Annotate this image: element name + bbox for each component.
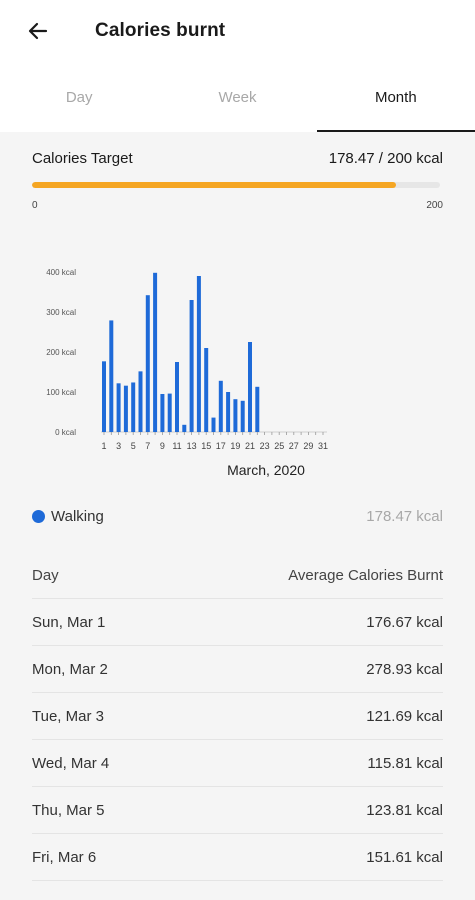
x-tick-label: 13 [187, 441, 197, 451]
x-tick-label: 11 [172, 441, 181, 451]
row-day: Wed, Mar 4 [32, 754, 110, 772]
calories-progress-fill [32, 182, 397, 188]
x-axis-title: March, 2020 [227, 462, 305, 478]
bar [182, 424, 187, 432]
column-header-day: Day [32, 566, 59, 584]
bar [160, 394, 165, 432]
x-tick-label: 5 [131, 441, 136, 451]
arrow-left-icon [28, 22, 48, 40]
table-row: Wed, Mar 4 115.81 kcal [32, 740, 443, 787]
bar [138, 371, 143, 432]
row-value: 121.69 kcal [366, 707, 443, 725]
tab-month[interactable]: Month [316, 62, 475, 132]
row-value: 123.81 kcal [366, 801, 443, 819]
bar [102, 361, 106, 432]
x-tick-label: 27 [289, 441, 299, 451]
walking-total: 178.47 kcal [366, 508, 443, 525]
bar [196, 276, 201, 432]
x-tick-label: 1 [101, 441, 106, 451]
x-tick-label: 25 [274, 441, 284, 451]
row-value: 176.67 kcal [366, 613, 443, 631]
row-day: Thu, Mar 5 [32, 801, 105, 819]
calories-target-value: 178.47 / 200 kcal [328, 150, 443, 167]
x-tick-label: 23 [260, 441, 270, 451]
x-tick-label: 3 [116, 441, 121, 451]
bar [145, 295, 150, 432]
table-row: Mon, Mar 2 278.93 kcal [32, 646, 443, 693]
x-tick-label: 9 [160, 441, 165, 451]
x-tick-label: 21 [245, 441, 255, 451]
row-day: Fri, Mar 6 [32, 848, 97, 866]
bar [204, 348, 209, 432]
legend-row: Walking 178.47 kcal [32, 508, 443, 525]
y-tick-label: 300 kcal [46, 308, 76, 317]
y-tick-label: 200 kcal [46, 348, 76, 357]
y-tick-label: 0 kcal [55, 428, 76, 437]
x-tick-label: 7 [145, 441, 150, 451]
x-tick-label: 17 [216, 441, 226, 451]
bar [189, 300, 194, 432]
column-header-average: Average Calories Burnt [288, 566, 443, 584]
x-tick-label: 29 [303, 441, 313, 451]
bar [175, 362, 179, 432]
x-tick-label: 15 [201, 441, 211, 451]
walking-legend-dot [32, 510, 45, 523]
table-row: Thu, Mar 5 123.81 kcal [32, 787, 443, 834]
page-title: Calories burnt [95, 20, 226, 41]
period-tabs: Day Week Month [0, 62, 475, 132]
table-row: Fri, Mar 6 151.61 kcal [32, 834, 443, 881]
table-row: Sun, Mar 1 176.67 kcal [32, 599, 443, 646]
row-value: 115.81 kcal [367, 754, 443, 772]
bar [109, 320, 114, 432]
x-tick-label: 31 [318, 441, 328, 451]
bar [131, 382, 136, 432]
bar [211, 417, 216, 432]
tab-week[interactable]: Week [218, 88, 257, 106]
bar [116, 383, 121, 432]
bar [255, 386, 260, 432]
row-value: 278.93 kcal [366, 660, 443, 678]
progress-min-label: 0 [32, 200, 38, 211]
bar [226, 392, 231, 432]
row-value: 151.61 kcal [366, 848, 443, 866]
bar [248, 342, 252, 432]
bar [240, 400, 245, 432]
bar [153, 272, 158, 432]
progress-max-label: 200 [426, 200, 443, 211]
app-bar: Calories burnt [0, 0, 475, 62]
bar [123, 385, 128, 432]
y-tick-label: 400 kcal [46, 268, 76, 277]
tab-day[interactable]: Day [65, 88, 93, 106]
row-day: Mon, Mar 2 [32, 660, 108, 678]
walking-legend-label: Walking [51, 508, 104, 525]
bar [167, 393, 172, 432]
y-tick-label: 100 kcal [46, 388, 76, 397]
calories-target-label: Calories Target [32, 150, 133, 167]
table-header: Day Average Calories Burnt [32, 552, 443, 599]
row-day: Sun, Mar 1 [32, 613, 106, 631]
calories-target-row: Calories Target 178.47 / 200 kcal [32, 150, 443, 167]
daily-calories-table: Day Average Calories Burnt Sun, Mar 1 176… [32, 552, 443, 881]
bar [233, 399, 238, 432]
bar [218, 380, 223, 432]
table-row: Tue, Mar 3 121.69 kcal [32, 693, 443, 740]
row-day: Tue, Mar 3 [32, 707, 104, 725]
back-button[interactable] [18, 11, 58, 51]
calories-progress-bar [32, 182, 440, 188]
x-tick-label: 19 [230, 441, 240, 451]
